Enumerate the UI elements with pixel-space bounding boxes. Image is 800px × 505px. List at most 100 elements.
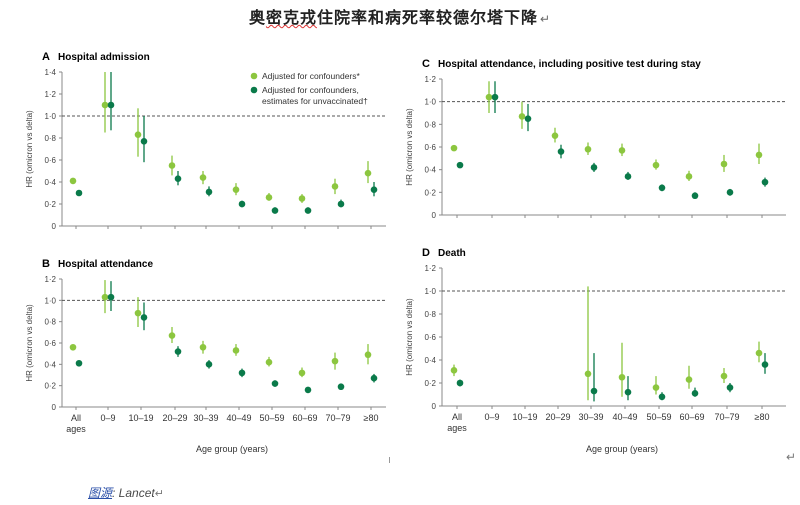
x-tick-label: 70–79: [325, 413, 350, 423]
y-tick-label: 0·4: [424, 166, 436, 175]
title-prefix: 奥: [248, 10, 266, 27]
point-adjusted: [755, 151, 763, 159]
paragraph-mark: ↵: [539, 12, 552, 26]
panel-letter: B: [42, 258, 50, 270]
point-unvaccinated: [590, 164, 598, 171]
x-tick-label: All: [71, 413, 81, 423]
point-adjusted: [199, 343, 207, 351]
point-adjusted: [168, 332, 176, 339]
legend-label: Adjusted for confounders,: [262, 85, 359, 95]
point-adjusted: [69, 343, 77, 351]
point-adjusted: [755, 349, 763, 357]
point-unvaccinated: [75, 359, 83, 367]
x-tick-label: 70–79: [714, 412, 739, 422]
y-tick-label: 0·6: [44, 156, 56, 165]
x-tick-label: 50–59: [646, 412, 671, 422]
y-tick-label: 0·2: [44, 200, 56, 209]
legend-marker-unvaccinated: [250, 86, 258, 94]
point-adjusted: [101, 101, 109, 109]
end-paragraph-mark: ↵: [786, 450, 797, 464]
x-tick-label: 30–39: [193, 413, 218, 423]
point-unvaccinated: [456, 161, 464, 169]
point-unvaccinated: [691, 390, 699, 397]
point-unvaccinated: [590, 387, 598, 395]
point-unvaccinated: [107, 293, 115, 301]
x-tick-label: 0–9: [100, 413, 115, 423]
title-suffix: 住院率和病死率较德尔塔下降: [316, 10, 538, 27]
point-unvaccinated: [524, 115, 532, 122]
y-tick-label: 1·2: [44, 275, 56, 284]
point-unvaccinated: [658, 184, 666, 192]
point-adjusted: [69, 177, 77, 185]
y-tick-label: 1·0: [44, 112, 56, 121]
point-unvaccinated: [370, 186, 378, 193]
point-adjusted: [685, 173, 693, 180]
y-tick-label: 0·6: [424, 143, 436, 152]
point-unvaccinated: [271, 207, 279, 214]
point-unvaccinated: [205, 188, 213, 196]
point-adjusted: [685, 376, 693, 383]
y-tick-label: 1·4: [44, 68, 56, 77]
point-adjusted: [720, 160, 728, 168]
panel-title: Death: [438, 248, 466, 259]
point-adjusted: [134, 309, 142, 317]
source-label: 图源: [88, 486, 113, 500]
point-adjusted: [199, 174, 207, 181]
point-unvaccinated: [726, 384, 734, 391]
x-axis-label: Age group (years): [196, 444, 268, 454]
x-tick-label: 20–29: [545, 412, 570, 422]
point-unvaccinated: [761, 361, 769, 368]
divider-tick: [389, 457, 390, 463]
y-axis-label: HR (omicron vs delta): [25, 110, 34, 188]
point-adjusted: [364, 169, 372, 177]
x-tick-label: ≥80: [364, 413, 379, 423]
point-adjusted: [101, 293, 109, 301]
panel-letter: C: [422, 58, 430, 70]
y-tick-label: 0·8: [424, 310, 436, 319]
y-tick-label: 0: [432, 211, 437, 220]
point-unvaccinated: [140, 314, 148, 321]
panel-letter: A: [42, 51, 50, 63]
x-tick-label: ≥80: [755, 412, 770, 422]
point-adjusted: [618, 147, 626, 154]
point-unvaccinated: [370, 374, 378, 382]
y-tick-label: 1·0: [424, 98, 436, 107]
point-unvaccinated: [304, 386, 312, 394]
y-tick-label: 0: [52, 403, 57, 412]
y-tick-label: 0·6: [424, 333, 436, 342]
point-unvaccinated: [107, 101, 115, 109]
point-adjusted: [652, 384, 660, 391]
point-adjusted: [331, 357, 339, 365]
y-tick-label: 0·6: [44, 339, 56, 348]
point-unvaccinated: [337, 383, 345, 391]
point-unvaccinated: [75, 189, 83, 197]
point-adjusted: [652, 161, 660, 169]
figure-title: 奥密克戎住院率和病死率较德尔塔下降 ↵: [0, 4, 800, 28]
point-adjusted: [265, 194, 273, 201]
y-tick-label: 1·0: [424, 287, 436, 296]
source-caption: 图源: Lancet↵: [88, 484, 164, 501]
y-axis-label: HR (omicron vs delta): [405, 108, 414, 186]
point-unvaccinated: [238, 200, 246, 208]
point-unvaccinated: [238, 369, 246, 377]
point-unvaccinated: [304, 207, 312, 214]
x-tick-label: 50–59: [259, 413, 284, 423]
y-tick-label: 1·2: [424, 264, 436, 273]
y-tick-label: 0·4: [44, 178, 56, 187]
point-unvaccinated: [624, 173, 632, 180]
point-unvaccinated: [140, 138, 148, 145]
y-tick-label: 0: [52, 222, 57, 231]
y-tick-label: 0·4: [424, 356, 436, 365]
x-tick-label: 20–29: [162, 413, 187, 423]
point-unvaccinated: [337, 200, 345, 208]
y-tick-label: 1·2: [424, 75, 436, 84]
point-unvaccinated: [557, 148, 565, 155]
point-adjusted: [168, 162, 176, 169]
x-tick-label: All: [452, 412, 462, 422]
point-unvaccinated: [624, 388, 632, 396]
x-tick-label: 60–69: [292, 413, 317, 423]
point-unvaccinated: [691, 192, 699, 200]
point-unvaccinated: [761, 178, 769, 186]
y-tick-label: 0·2: [424, 379, 436, 388]
